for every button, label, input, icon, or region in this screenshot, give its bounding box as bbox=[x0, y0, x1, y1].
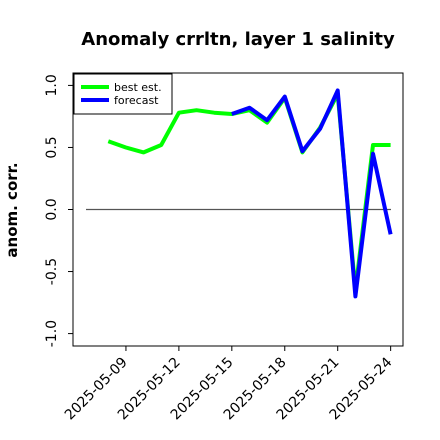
series-line-forecast bbox=[231, 88, 393, 299]
y-axis-label: anom. corr. bbox=[3, 162, 21, 257]
y-tick-label: 1.0 bbox=[44, 74, 60, 96]
y-tick-label: 0.0 bbox=[44, 198, 60, 220]
legend: best est.forecast bbox=[73, 73, 173, 115]
legend-box bbox=[73, 73, 173, 115]
plot-frame bbox=[72, 72, 404, 347]
legend-label: best est. bbox=[114, 81, 162, 94]
y-tick-label: -0.5 bbox=[44, 258, 60, 285]
y-tick-label: -1.0 bbox=[44, 320, 60, 347]
y-tick-label: 0.5 bbox=[44, 136, 60, 158]
chart-title: Anomaly crrltn, layer 1 salinity bbox=[81, 29, 395, 50]
legend-label: forecast bbox=[114, 94, 159, 107]
